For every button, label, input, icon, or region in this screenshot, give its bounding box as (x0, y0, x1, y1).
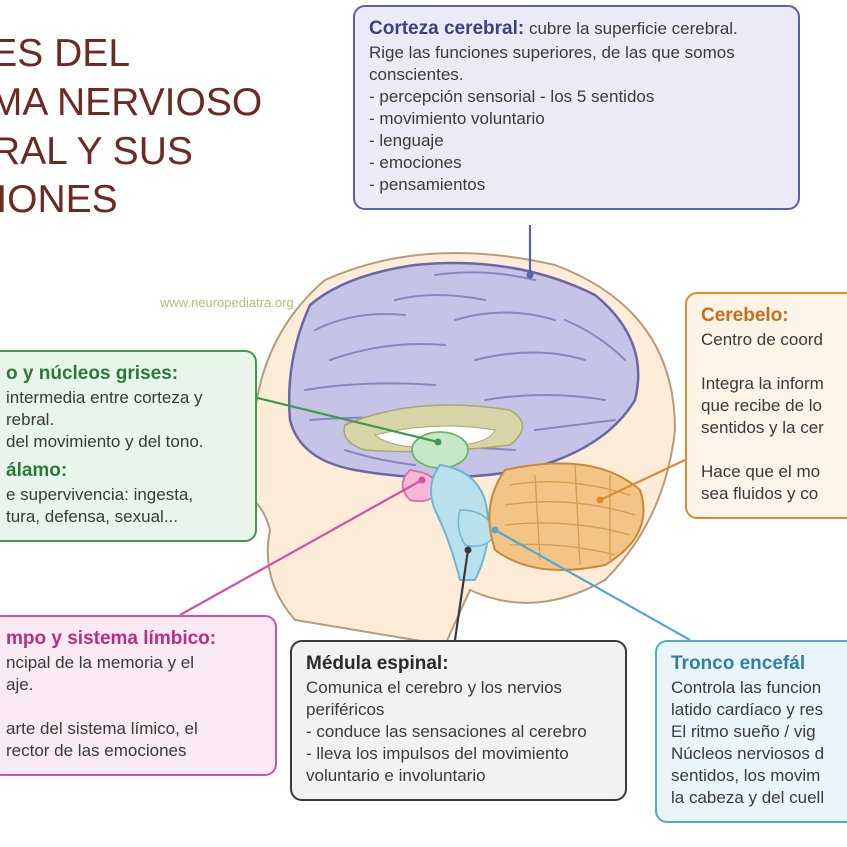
page-title: RTES DEL TEMA NERVIOSO NTRAL Y SUS NCION… (0, 30, 340, 225)
callout-corteza-cerebral: Corteza cerebral: cubre la superficie ce… (353, 5, 800, 210)
callout-title: Tronco encefál (671, 653, 805, 674)
callout-cerebelo: Cerebelo: Centro de coord Integra la inf… (685, 292, 847, 519)
callout-body: intermedia entre corteza y rebral. del m… (6, 388, 204, 451)
callout-title: Médula espinal: (306, 653, 449, 674)
callout-title: mpo y sistema límbico: (6, 628, 216, 649)
callout-body: cubre la superficie cerebral. Rige las f… (369, 19, 738, 194)
callout-subbody: e supervivencia: ingesta, tura, defensa,… (6, 485, 193, 526)
callout-body: ncipal de la memoria y el aje. arte del … (6, 653, 198, 760)
callout-hipocampo: mpo y sistema límbico: ncipal de la memo… (0, 615, 277, 776)
callout-subtitle: álamo: (6, 460, 67, 481)
callout-title: o y núcleos grises: (6, 363, 178, 384)
callout-talamo-nucleos: o y núcleos grises: intermedia entre cor… (0, 350, 257, 542)
callout-title: Corteza cerebral: (369, 18, 524, 39)
callout-title: Cerebelo: (701, 305, 789, 326)
callout-body: Controla las funcion latido cardíaco y r… (671, 678, 824, 807)
callout-medula-espinal: Médula espinal: Comunica el cerebro y lo… (290, 640, 627, 801)
callout-body: Centro de coord Integra la inform que re… (701, 330, 824, 504)
callout-tronco-encefalico: Tronco encefál Controla las funcion lati… (655, 640, 847, 823)
callout-body: Comunica el cerebro y los nervios perifé… (306, 678, 587, 785)
brain-diagram (235, 250, 695, 650)
